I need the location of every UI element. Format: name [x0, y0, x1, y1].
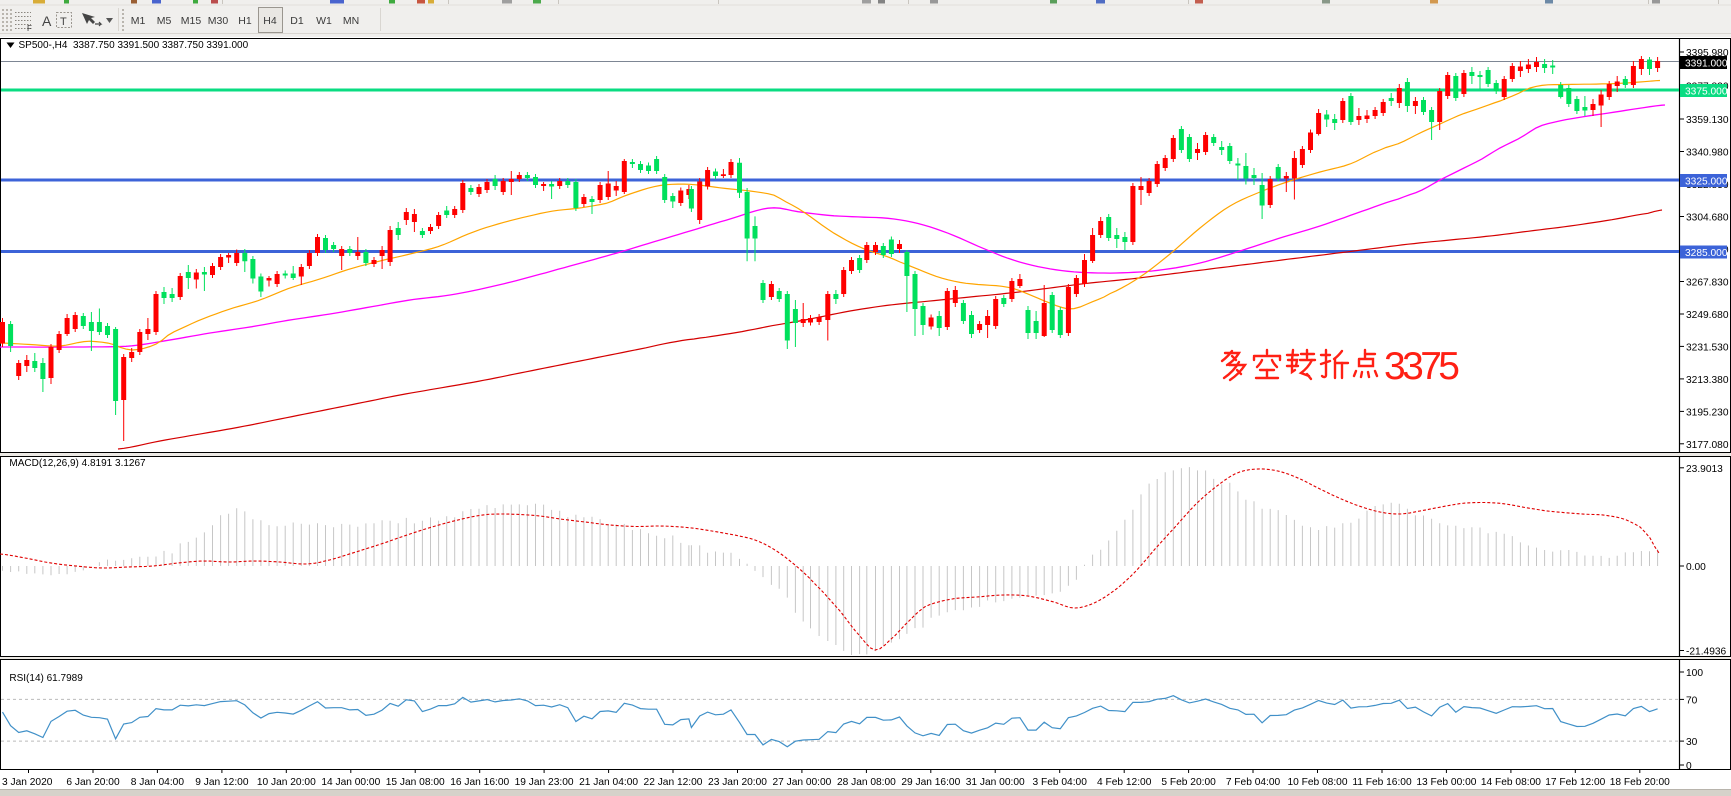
svg-text:3375.000: 3375.000 [1685, 87, 1728, 98]
svg-text:21 Jan 04:00: 21 Jan 04:00 [579, 777, 638, 788]
svg-text:H1: H1 [238, 15, 252, 27]
svg-text:MN: MN [343, 15, 359, 27]
svg-text:6 Jan 20:00: 6 Jan 20:00 [66, 777, 120, 788]
svg-text:M15: M15 [181, 15, 202, 27]
svg-text:H4: H4 [263, 15, 277, 27]
svg-text:15 Jan 08:00: 15 Jan 08:00 [386, 777, 445, 788]
svg-text:0.00: 0.00 [1686, 562, 1706, 573]
svg-text:23.9013: 23.9013 [1686, 464, 1723, 475]
svg-text:SP500-,H4 3387.750 3391.500 3: SP500-,H4 3387.750 3391.500 3387.750 339… [19, 40, 249, 51]
svg-text:0: 0 [1686, 761, 1692, 772]
svg-text:F: F [27, 24, 32, 33]
svg-text:14 Jan 00:00: 14 Jan 00:00 [321, 777, 380, 788]
svg-text:3340.980: 3340.980 [1686, 148, 1729, 159]
svg-text:3249.680: 3249.680 [1686, 310, 1729, 321]
svg-text:11 Feb 16:00: 11 Feb 16:00 [1352, 777, 1412, 788]
svg-text:10 Jan 20:00: 10 Jan 20:00 [257, 777, 316, 788]
svg-text:5 Feb 20:00: 5 Feb 20:00 [1161, 777, 1216, 788]
svg-text:3395.980: 3395.980 [1686, 48, 1729, 59]
svg-text:3285.000: 3285.000 [1685, 248, 1728, 259]
svg-text:3325.000: 3325.000 [1685, 177, 1728, 188]
svg-text:D1: D1 [290, 15, 304, 27]
svg-text:3 Jan 2020: 3 Jan 2020 [2, 777, 53, 788]
svg-text:7 Feb 04:00: 7 Feb 04:00 [1226, 777, 1281, 788]
svg-text:13 Feb 00:00: 13 Feb 00:00 [1416, 777, 1476, 788]
svg-text:23 Jan 20:00: 23 Jan 20:00 [708, 777, 767, 788]
svg-text:3213.380: 3213.380 [1686, 375, 1729, 386]
svg-text:3195.230: 3195.230 [1686, 407, 1729, 418]
svg-text:MACD(12,26,9) 4.8191 3.1267: MACD(12,26,9) 4.8191 3.1267 [9, 458, 146, 469]
svg-text:3 Feb 04:00: 3 Feb 04:00 [1033, 777, 1088, 788]
svg-text:3231.530: 3231.530 [1686, 342, 1729, 353]
svg-text:70: 70 [1686, 695, 1698, 706]
svg-text:30: 30 [1686, 737, 1698, 748]
svg-text:100: 100 [1686, 668, 1703, 679]
svg-text:18 Feb 20:00: 18 Feb 20:00 [1610, 777, 1670, 788]
svg-text:4 Feb 12:00: 4 Feb 12:00 [1097, 777, 1152, 788]
svg-text:8 Jan 04:00: 8 Jan 04:00 [131, 777, 185, 788]
svg-text:17 Feb 12:00: 17 Feb 12:00 [1545, 777, 1605, 788]
svg-text:3391.000: 3391.000 [1685, 59, 1728, 70]
svg-text:M5: M5 [157, 15, 172, 27]
svg-text:3375: 3375 [1384, 345, 1460, 388]
svg-text:W1: W1 [316, 15, 332, 27]
svg-text:T: T [60, 16, 67, 28]
svg-text:A: A [42, 13, 52, 29]
svg-text:14 Feb 08:00: 14 Feb 08:00 [1481, 777, 1541, 788]
svg-text:-21.4936: -21.4936 [1686, 647, 1727, 658]
svg-text:27 Jan 00:00: 27 Jan 00:00 [772, 777, 831, 788]
svg-text:16 Jan 16:00: 16 Jan 16:00 [450, 777, 509, 788]
svg-text:3359.130: 3359.130 [1686, 115, 1729, 126]
svg-text:10 Feb 08:00: 10 Feb 08:00 [1287, 777, 1347, 788]
svg-text:3177.080: 3177.080 [1686, 440, 1729, 451]
svg-text:29 Jan 16:00: 29 Jan 16:00 [901, 777, 960, 788]
svg-text:M30: M30 [208, 15, 229, 27]
svg-text:22 Jan 12:00: 22 Jan 12:00 [644, 777, 703, 788]
svg-text:3304.680: 3304.680 [1686, 213, 1729, 224]
svg-text:28 Jan 08:00: 28 Jan 08:00 [837, 777, 896, 788]
svg-text:RSI(14) 61.7989: RSI(14) 61.7989 [9, 673, 83, 684]
svg-text:3267.830: 3267.830 [1686, 278, 1729, 289]
svg-text:19 Jan 23:00: 19 Jan 23:00 [515, 777, 574, 788]
svg-text:31 Jan 00:00: 31 Jan 00:00 [966, 777, 1025, 788]
svg-text:M1: M1 [131, 15, 146, 27]
svg-text:9 Jan 12:00: 9 Jan 12:00 [195, 777, 249, 788]
